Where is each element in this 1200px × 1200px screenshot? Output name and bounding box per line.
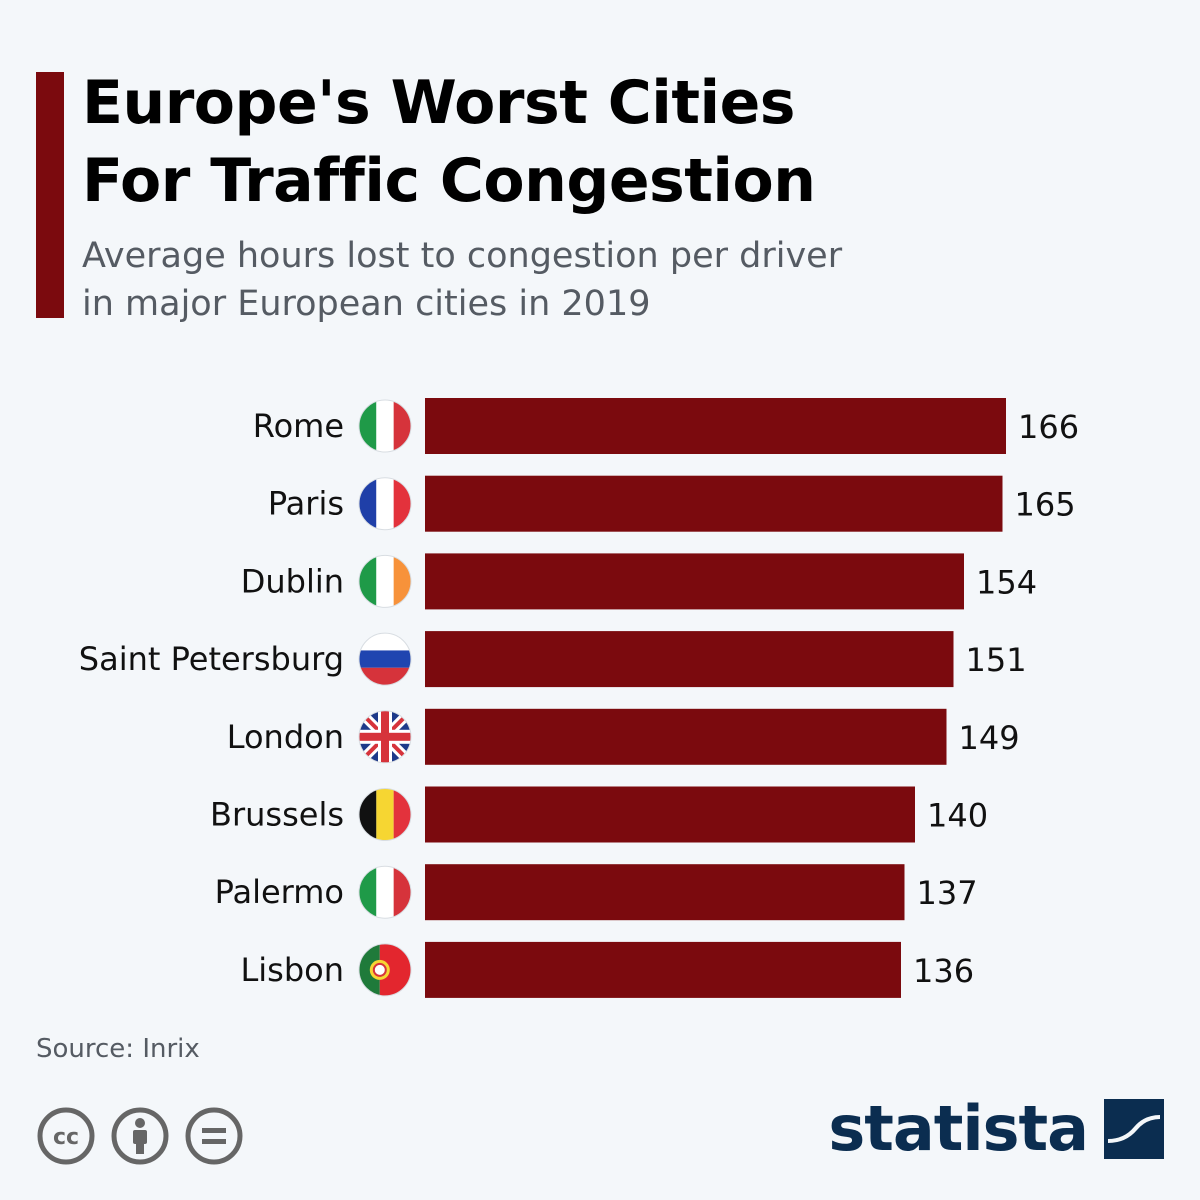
category-label: Paris xyxy=(268,485,344,523)
title-line-1: Europe's Worst Cities xyxy=(82,68,796,138)
license-icons: cc xyxy=(36,1106,244,1166)
italy-flag-icon xyxy=(358,399,412,453)
category-label: Saint Petersburg xyxy=(79,640,344,678)
attribution-icon[interactable] xyxy=(110,1106,170,1166)
italy-flag-icon xyxy=(358,865,412,919)
uk-flag-icon xyxy=(358,710,412,764)
category-label: Brussels xyxy=(210,796,344,834)
subtitle-line-1: Average hours lost to congestion per dri… xyxy=(82,236,843,276)
bar xyxy=(425,398,1006,454)
svg-text:cc: cc xyxy=(53,1125,79,1150)
bar-row: Dublin 154 xyxy=(241,553,1037,610)
value-label: 151 xyxy=(966,641,1027,679)
value-label: 140 xyxy=(927,797,988,835)
bar-row: Paris 165 xyxy=(268,475,1076,532)
bar xyxy=(425,553,964,610)
russia-flag-icon xyxy=(358,632,412,686)
bar xyxy=(425,864,905,921)
subtitle-line-2: in major European cities in 2019 xyxy=(82,284,651,324)
source-note: Source: Inrix xyxy=(36,1034,200,1064)
bar xyxy=(425,708,947,765)
bar xyxy=(425,475,1003,532)
accent-bar xyxy=(36,72,64,318)
cc-icon[interactable]: cc xyxy=(36,1106,96,1166)
statista-logo[interactable]: statista xyxy=(828,1098,1164,1160)
page-title: Europe's Worst Cities For Traffic Conges… xyxy=(82,64,1162,220)
category-label: Palermo xyxy=(215,873,344,911)
bar-row: Palermo 137 xyxy=(215,864,978,921)
value-label: 136 xyxy=(913,952,974,990)
category-label: London xyxy=(227,718,344,756)
no-derivatives-icon[interactable] xyxy=(184,1106,244,1166)
bar-row: London 149 xyxy=(227,708,1020,765)
belgium-flag-icon xyxy=(358,788,412,841)
title-line-2: For Traffic Congestion xyxy=(82,146,816,216)
subtitle: Average hours lost to congestion per dri… xyxy=(82,232,1162,328)
value-label: 154 xyxy=(976,563,1037,601)
category-label: Lisbon xyxy=(240,951,344,989)
bar xyxy=(425,786,915,843)
value-label: 149 xyxy=(959,719,1020,757)
logo-text: statista xyxy=(828,1092,1089,1165)
ireland-flag-icon xyxy=(358,554,412,608)
value-label: 165 xyxy=(1015,486,1076,524)
bar-row: Brussels 140 xyxy=(210,786,988,843)
bar-row: Saint Petersburg 151 xyxy=(79,631,1027,688)
bar xyxy=(425,631,954,688)
portugal-flag-icon xyxy=(358,943,412,997)
category-label: Rome xyxy=(253,407,344,445)
france-flag-icon xyxy=(358,477,412,531)
bar xyxy=(425,941,901,998)
bar-row: Lisbon 136 xyxy=(240,941,974,998)
statista-logo-icon xyxy=(1104,1099,1164,1159)
bar-chart: Rome 166 Paris 165 Dublin 154 Saint Petersburg… xyxy=(79,398,1079,998)
value-label: 166 xyxy=(1018,408,1079,446)
bar-row: Rome 166 xyxy=(253,398,1079,454)
value-label: 137 xyxy=(917,874,978,912)
category-label: Dublin xyxy=(241,562,344,600)
